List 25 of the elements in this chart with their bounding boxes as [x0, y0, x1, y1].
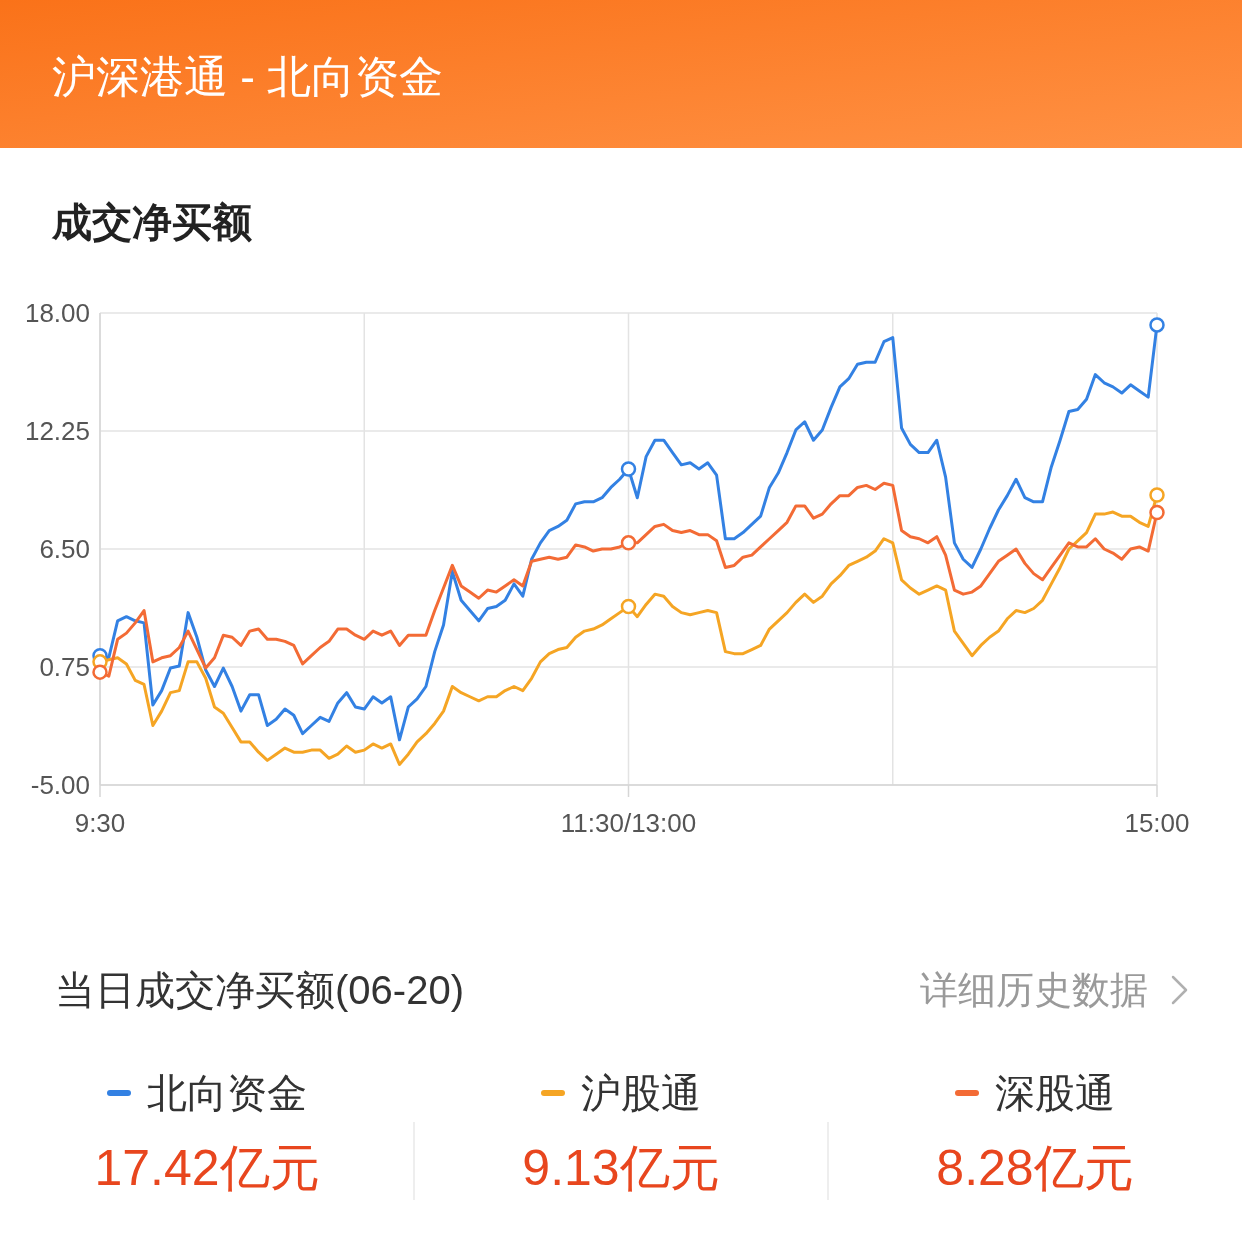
- text: 17.42亿元: [94, 1140, 320, 1196]
- y-tick-label: 0.75: [39, 652, 90, 682]
- text: 详细历史数据: [920, 969, 1148, 1011]
- text: 9.13亿元: [522, 1140, 720, 1196]
- x-tick-label: 11:30/13:00: [560, 808, 697, 838]
- point: [620, 461, 637, 477]
- y-tick-label: 6.50: [39, 534, 90, 564]
- legend-label: 北向资金: [147, 1071, 307, 1115]
- x-tick-label: 15:00: [1124, 808, 1190, 838]
- legend-label: 深股通: [995, 1071, 1115, 1115]
- point: [620, 535, 637, 551]
- point: [1149, 504, 1165, 521]
- y-tick-label: 12.25: [24, 416, 90, 446]
- text: 8.28亿元: [936, 1140, 1134, 1196]
- point: [1149, 487, 1165, 503]
- point: [92, 664, 108, 680]
- chart-title: 沪深港通 - 北向资金: [52, 51, 444, 101]
- y-tick-label: -5.00: [30, 770, 90, 800]
- point: [1149, 317, 1165, 333]
- point: [620, 598, 637, 615]
- legend-label: 沪股通: [581, 1071, 701, 1115]
- text: 当日成交净买额(06-20): [55, 968, 464, 1012]
- y-tick-label: 18.00: [24, 298, 90, 328]
- chart-subtitle: 成交净买额: [51, 200, 252, 244]
- x-tick-label: 9:30: [74, 808, 126, 838]
